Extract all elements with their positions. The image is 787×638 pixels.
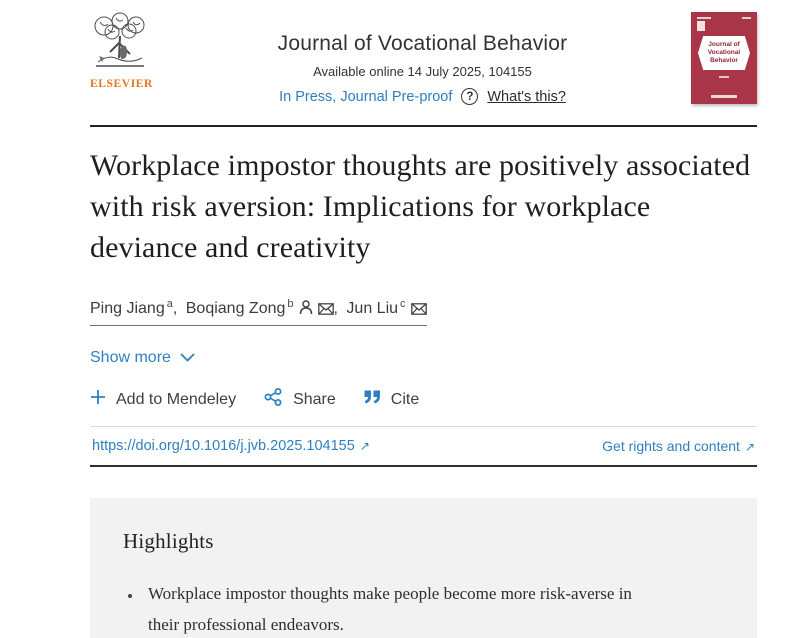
add-to-mendeley-button[interactable]: Add to Mendeley bbox=[90, 389, 236, 410]
author-ping-jiang[interactable]: Ping Jiang a bbox=[90, 298, 173, 318]
cite-label: Cite bbox=[390, 390, 420, 408]
share-button[interactable]: Share bbox=[264, 388, 336, 411]
double-quote-icon bbox=[364, 390, 381, 409]
journal-title-link[interactable]: Journal of Vocational Behavior bbox=[277, 32, 568, 55]
authors-row: Ping Jiang a, Boqiang Zong b, Jun Liu c bbox=[90, 268, 757, 327]
author-jun-liu[interactable]: Jun Liu c bbox=[346, 298, 406, 318]
journal-header: ELSEVIER Journal of Vocational Behavior … bbox=[90, 12, 757, 105]
elsevier-tree-icon bbox=[90, 12, 154, 76]
article-title: Workplace impostor thoughts are positive… bbox=[90, 149, 751, 264]
envelope-icon[interactable] bbox=[410, 302, 427, 320]
cover-decoration bbox=[697, 17, 751, 19]
share-network-icon bbox=[264, 388, 283, 411]
elsevier-wordmark: ELSEVIER bbox=[90, 78, 153, 90]
cover-publisher-mark bbox=[697, 21, 705, 31]
page: ELSEVIER Journal of Vocational Behavior … bbox=[90, 0, 757, 638]
cite-button[interactable]: Cite bbox=[364, 390, 419, 409]
action-bar: Add to Mendeley Share Cite bbox=[90, 388, 757, 411]
journal-cover-thumbnail[interactable]: Journal of Vocational Behavior bbox=[691, 12, 757, 104]
elsevier-logo[interactable]: ELSEVIER bbox=[90, 12, 154, 90]
cover-decoration bbox=[719, 76, 729, 78]
doi-bar: https://doi.org/10.1016/j.jvb.2025.10415… bbox=[90, 426, 757, 468]
get-rights-link[interactable]: Get rights and content bbox=[602, 438, 755, 454]
envelope-icon[interactable] bbox=[317, 302, 334, 320]
in-press-link[interactable]: In Press, Journal Pre-proof bbox=[279, 88, 453, 105]
cover-title-plate: Journal of Vocational Behavior bbox=[698, 36, 750, 70]
question-mark-circle-icon[interactable]: ? bbox=[461, 88, 479, 105]
author-boqiang-zong[interactable]: Boqiang Zong b bbox=[185, 298, 294, 318]
chevron-down-icon bbox=[180, 349, 195, 367]
cover-decoration bbox=[711, 95, 737, 98]
journal-info: Journal of Vocational Behavior Available… bbox=[154, 12, 691, 105]
doi-link[interactable]: https://doi.org/10.1016/j.jvb.2025.10415… bbox=[92, 438, 370, 454]
highlights-panel: Highlights Workplace impostor thoughts m… bbox=[90, 498, 757, 638]
whats-this-link[interactable]: What's this? bbox=[487, 88, 566, 105]
available-online-text: Available online 14 July 2025, 104155 bbox=[313, 64, 532, 79]
plus-icon bbox=[90, 389, 106, 410]
person-outline-icon bbox=[299, 300, 313, 320]
mendeley-label: Add to Mendeley bbox=[116, 390, 237, 408]
show-more-button[interactable]: Show more bbox=[90, 349, 195, 367]
highlight-item: Workplace impostor thoughts make people … bbox=[142, 578, 663, 638]
cover-title: Journal of Vocational Behavior bbox=[707, 40, 741, 65]
show-more-label: Show more bbox=[90, 349, 171, 367]
header-divider bbox=[90, 125, 757, 127]
share-label: Share bbox=[293, 390, 336, 408]
highlights-heading: Highlights bbox=[123, 529, 214, 554]
highlights-list: Workplace impostor thoughts make people … bbox=[123, 578, 663, 638]
